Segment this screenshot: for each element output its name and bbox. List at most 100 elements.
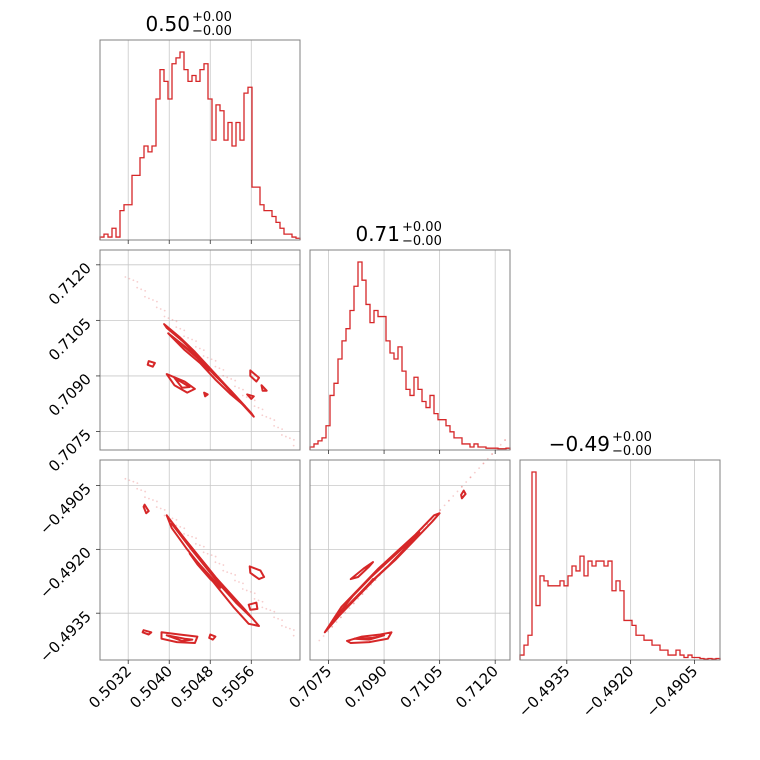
- contour-1-4: [141, 629, 153, 636]
- xtick-label-2-1: −0.4920: [579, 662, 638, 721]
- scatter-point-1-6: [144, 490, 147, 493]
- contour-1-1: [170, 522, 253, 619]
- xtick-label-0-1: 0.5040: [126, 662, 176, 712]
- xtick-label-0-3: 0.5056: [208, 662, 258, 712]
- scatter-point-1-20: [183, 527, 186, 530]
- scatter-point-1-32: [214, 561, 217, 564]
- scatter-point-1-11: [155, 506, 158, 508]
- scatter-point-1-58: [288, 627, 291, 630]
- scatter-point-2-4: [331, 625, 334, 628]
- scatter-point-0-4: [136, 286, 139, 289]
- contour-0-6: [203, 391, 209, 398]
- contour-2-4: [349, 561, 374, 581]
- scatter-point-0-7: [144, 295, 146, 298]
- title-value-2: −0.49: [549, 432, 610, 456]
- scatter-point-2-1: [322, 635, 325, 637]
- scatter-point-2-9: [348, 607, 351, 610]
- contour-0-8: [260, 384, 268, 392]
- scatter-point-1-9: [152, 499, 154, 501]
- contour-0-2: [178, 341, 211, 372]
- scatter-point-1-36: [226, 571, 229, 573]
- scatter-point-0-41: [242, 388, 244, 391]
- ytick-label-2-1: −0.4920: [36, 543, 95, 602]
- scatter-point-0-46: [253, 405, 256, 408]
- scatter-point-2-10: [352, 602, 355, 605]
- scatter-point-1-48: [261, 600, 264, 603]
- scatter-point-0-57: [284, 435, 287, 438]
- panel-frame-1-2: [309, 459, 511, 661]
- panel-frame-0-1: [99, 249, 301, 451]
- scatter-point-1-55: [281, 619, 283, 622]
- scatter-point-1-16: [171, 517, 174, 520]
- contour-1-5: [160, 631, 199, 644]
- scatter-point-1-50: [265, 607, 268, 610]
- scatter-point-0-16: [171, 318, 174, 321]
- scatter-point-2-58: [499, 443, 502, 446]
- scatter-point-2-11: [352, 602, 355, 605]
- xtick-label-0-2: 0.5048: [167, 662, 217, 712]
- scatter-point-1-19: [179, 525, 182, 528]
- scatter-point-0-24: [195, 340, 197, 342]
- scatter-point-1-25: [194, 542, 197, 545]
- contour-2-2: [346, 578, 374, 608]
- scatter-point-0-42: [241, 394, 244, 397]
- scatter-point-1-33: [218, 562, 221, 565]
- scatter-point-0-60: [292, 444, 295, 447]
- ytick-label-1-1: 0.7090: [45, 370, 95, 420]
- scatter-point-1-13: [163, 509, 166, 511]
- scatter-point-1-4: [136, 487, 139, 490]
- scatter-point-0-28: [202, 355, 205, 357]
- scatter-point-1-28: [202, 551, 205, 554]
- scatter-point-0-38: [234, 379, 237, 382]
- scatter-point-1-21: [183, 533, 185, 535]
- scatter-point-0-27: [202, 349, 205, 352]
- scatter-point-0-48: [261, 408, 264, 411]
- scatter-point-1-27: [202, 545, 205, 548]
- scatter-point-0-20: [183, 329, 186, 332]
- scatter-point-0-2: [132, 279, 135, 282]
- scatter-point-2-47: [465, 481, 468, 483]
- scatter-point-1-57: [284, 626, 287, 629]
- scatter-point-0-47: [257, 406, 260, 409]
- scatter-point-0-36: [226, 376, 229, 379]
- scatter-point-1-24: [195, 537, 197, 540]
- scatter-point-2-39: [439, 509, 442, 511]
- scatter-point-1-22: [187, 534, 189, 537]
- scatter-point-1-8: [148, 497, 150, 500]
- scatter-point-1-40: [238, 581, 240, 583]
- title-plus-2: +0.00: [612, 430, 652, 445]
- scatter-point-0-33: [218, 367, 221, 370]
- ytick-label-1-3: 0.7120: [45, 259, 95, 309]
- scatter-point-2-12: [357, 597, 360, 600]
- ytick-label-1-0: 0.7075: [45, 426, 95, 476]
- title-plus-1: +0.00: [402, 220, 442, 235]
- scatter-point-1-30: [210, 554, 213, 557]
- scatter-point-0-11: [155, 306, 158, 309]
- scatter-point-1-39: [234, 579, 236, 582]
- xtick-label-2-0: −0.4935: [515, 662, 574, 721]
- contour-0-0: [163, 323, 255, 418]
- scatter-point-1-26: [198, 544, 201, 547]
- contour-2-6: [353, 634, 386, 641]
- scatter-point-0-55: [281, 428, 283, 431]
- scatter-point-0-19: [179, 327, 182, 330]
- scatter-point-0-0: [124, 276, 127, 278]
- xtick-label-0-0: 0.5032: [85, 662, 135, 712]
- scatter-point-0-50: [265, 415, 268, 418]
- panel-frame-2-2: [519, 459, 721, 661]
- scatter-point-0-31: [214, 359, 217, 362]
- scatter-point-1-10: [156, 500, 158, 503]
- scatter-point-1-49: [261, 606, 264, 609]
- scatter-point-1-29: [206, 552, 209, 555]
- scatter-point-2-6: [339, 616, 342, 619]
- scatter-point-1-51: [269, 609, 272, 612]
- scatter-point-1-45: [253, 592, 256, 595]
- title-value-0: 0.50: [145, 12, 190, 36]
- scatter-point-1-31: [214, 555, 217, 558]
- scatter-point-0-22: [187, 336, 189, 339]
- scatter-point-0-32: [214, 365, 217, 368]
- xtick-label-1-3: 0.7120: [452, 662, 502, 712]
- scatter-point-2-52: [482, 462, 485, 465]
- scatter-point-1-60: [292, 634, 295, 637]
- scatter-point-0-26: [198, 347, 201, 350]
